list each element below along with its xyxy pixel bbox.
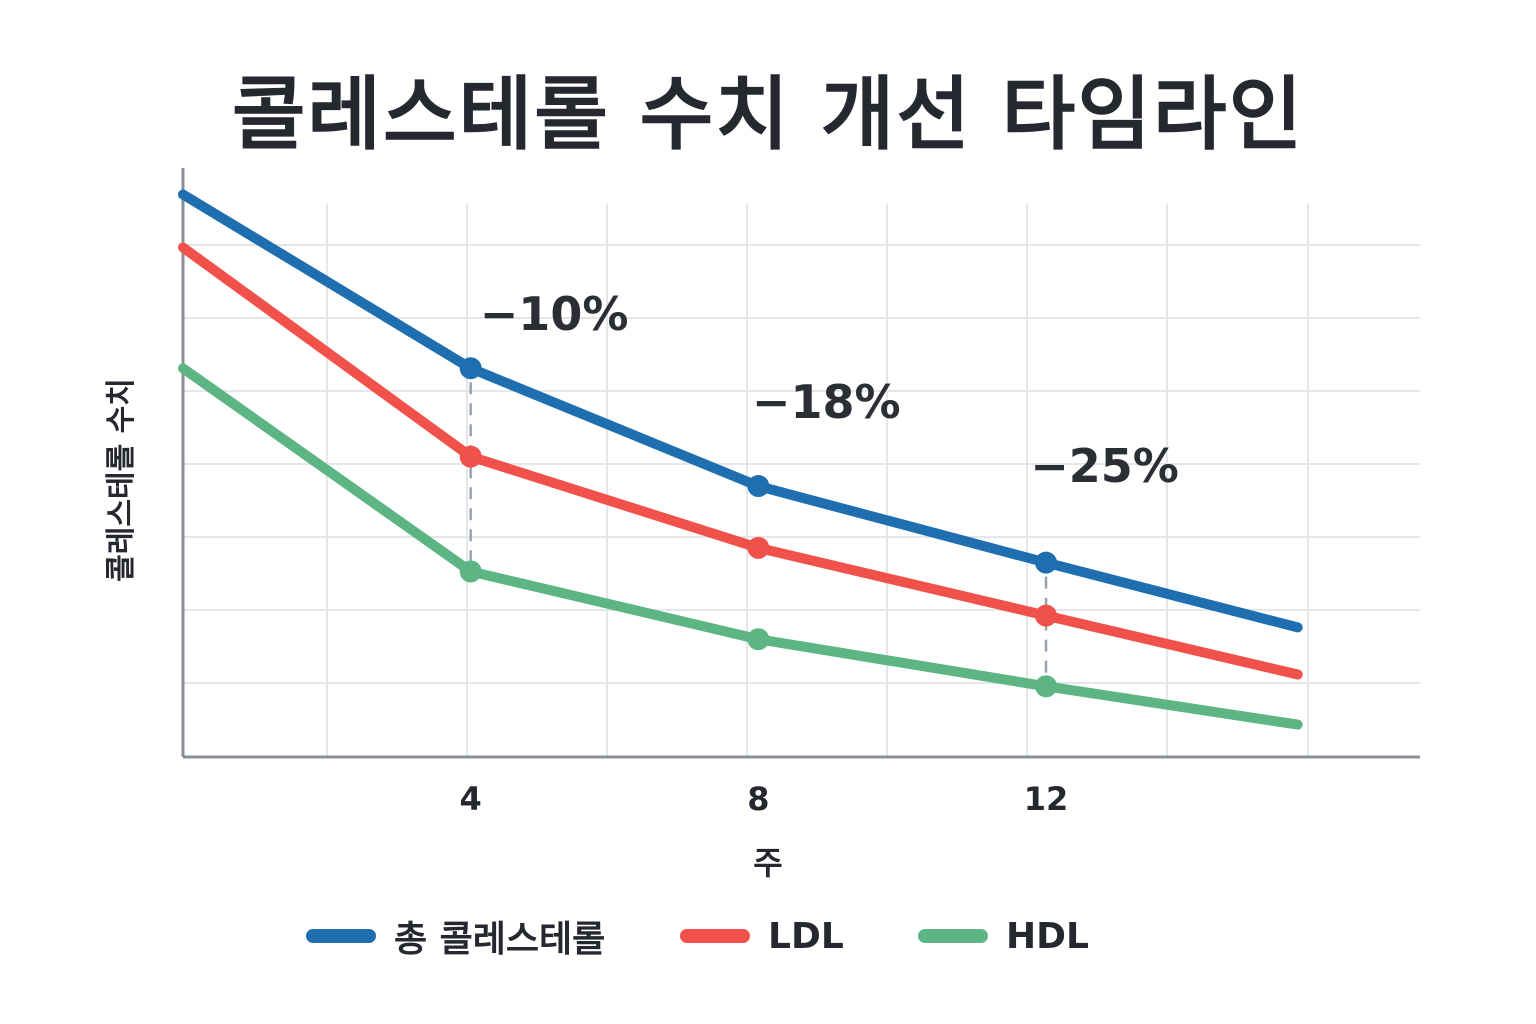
marker-hdl-week-12 [1035, 675, 1058, 698]
annotation-1: −18% [752, 375, 901, 429]
x-tick-label-12: 12 [1024, 780, 1069, 818]
marker-ldl-week-12 [1035, 604, 1058, 627]
series-markers [459, 357, 1058, 698]
annotations: −10% −18% −25% [480, 287, 1179, 493]
x-axis-label: 주 [753, 844, 783, 882]
marker-total-week-12 [1035, 551, 1058, 574]
legend-label-hdl: HDL [1006, 915, 1089, 957]
legend-item-total[interactable]: 총 콜레스테롤 [306, 908, 605, 964]
legend-label-ldl: LDL [768, 915, 844, 957]
chart-title: 콜레스테롤 수치 개선 타임라인 [231, 68, 1305, 161]
marker-ldl-week-4 [459, 445, 482, 468]
x-tick-label-8: 8 [747, 780, 769, 818]
legend: 총 콜레스테롤 LDL HDL [0, 908, 1536, 964]
x-tick-labels: 4 8 12 [460, 780, 1069, 818]
marker-total-week-8 [747, 475, 770, 498]
series-line-total [178, 189, 1303, 633]
marker-total-week-4 [459, 357, 482, 380]
x-tick-label-4: 4 [460, 780, 482, 818]
marker-ldl-week-8 [747, 536, 770, 559]
legend-swatch-total [306, 929, 376, 943]
annotation-2: −25% [1030, 439, 1179, 493]
marker-hdl-week-4 [459, 560, 482, 583]
legend-swatch-ldl [680, 929, 750, 943]
grid-lines [183, 204, 1420, 757]
annotation-0: −10% [480, 287, 629, 341]
axes [181, 168, 1420, 759]
legend-item-ldl[interactable]: LDL [680, 908, 844, 964]
legend-swatch-hdl [918, 929, 988, 943]
legend-label-total: 총 콜레스테롤 [394, 919, 606, 960]
marker-hdl-week-8 [747, 628, 770, 651]
legend-item-hdl[interactable]: HDL [918, 908, 1089, 964]
